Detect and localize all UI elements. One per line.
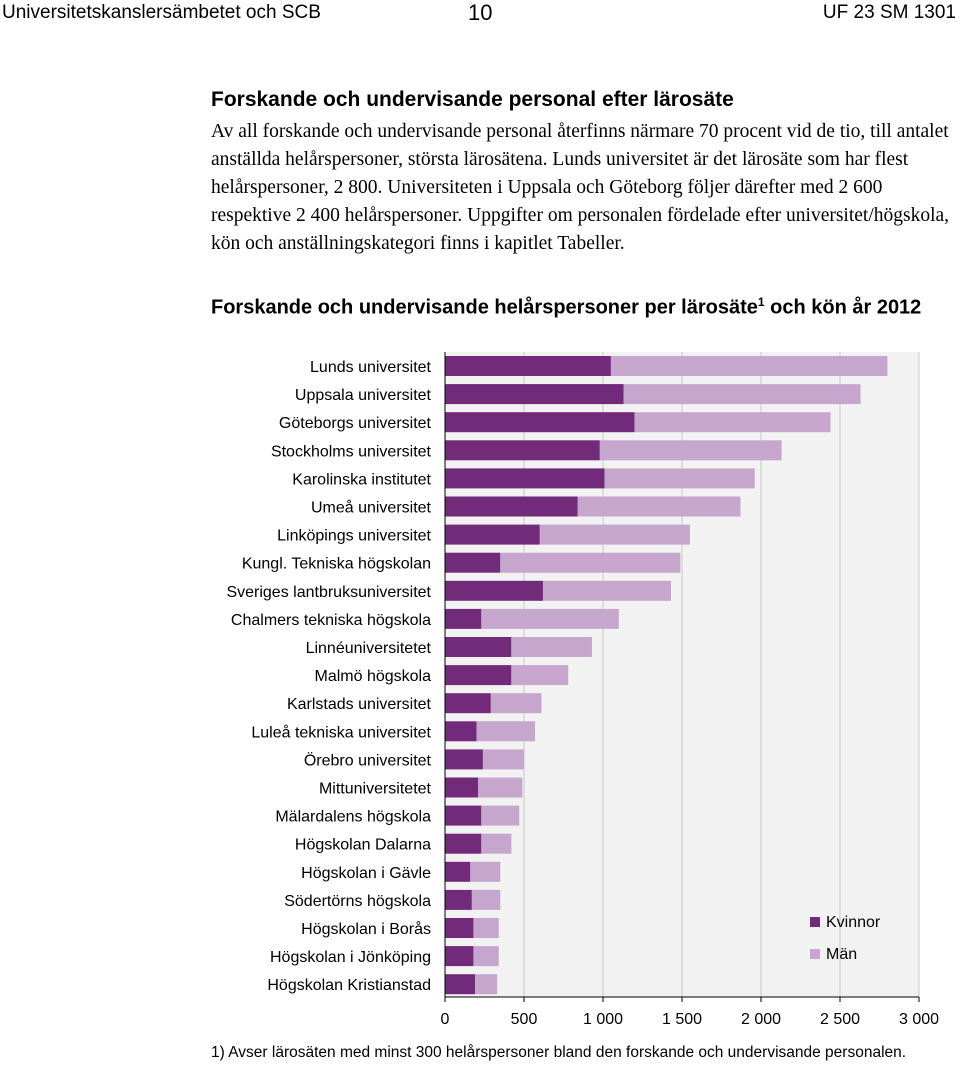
bar-man-19	[471, 889, 501, 910]
bar-man-18	[470, 861, 501, 882]
category-label: Örebro universitet	[304, 751, 432, 769]
section-title: Forskande och undervisande personal efte…	[211, 88, 734, 111]
bar-man-15	[478, 777, 523, 798]
category-label: Lunds universitet	[310, 359, 432, 376]
x-tick-label: 1 000	[583, 1011, 623, 1028]
bar-man-1	[623, 384, 861, 405]
x-tick-label: 1 500	[662, 1011, 702, 1028]
bar-kvinnor-22	[445, 974, 476, 995]
category-label: Umeå universitet	[311, 499, 432, 517]
bar-kvinnor-2	[445, 412, 635, 433]
bar-kvinnor-14	[445, 749, 483, 770]
bar-kvinnor-9	[445, 608, 482, 629]
bar-kvinnor-13	[445, 721, 477, 742]
category-label: Södertörns högskola	[284, 893, 431, 910]
category-label: Linköpings universitet	[277, 528, 431, 545]
category-label: Högskolan i Borås	[301, 920, 431, 938]
bar-man-7	[500, 552, 681, 573]
bar-kvinnor-4	[445, 468, 605, 489]
chart-title-main: Forskande och undervisande helårspersone…	[211, 296, 758, 319]
x-tick-label: 2 500	[820, 1011, 860, 1028]
bar-kvinnor-7	[445, 552, 501, 573]
bar-man-3	[599, 440, 782, 461]
bar-kvinnor-17	[445, 833, 482, 854]
bar-kvinnor-18	[445, 861, 471, 882]
bar-man-9	[481, 608, 619, 629]
bar-kvinnor-8	[445, 580, 543, 601]
category-label: Sveriges lantbruksuniversitet	[226, 584, 431, 601]
bar-man-16	[481, 805, 520, 826]
category-label: Karolinska institutet	[292, 471, 431, 488]
category-label: Högskolan Dalarna	[295, 837, 431, 854]
bar-kvinnor-12	[445, 693, 491, 714]
bar-kvinnor-5	[445, 496, 578, 517]
bar-kvinnor-19	[445, 889, 472, 910]
bar-kvinnor-0	[445, 356, 611, 376]
category-label: Stockholms universitet	[271, 443, 432, 460]
category-label: Högskolan Kristianstad	[267, 977, 431, 994]
bar-man-8	[542, 580, 671, 601]
bar-man-6	[539, 524, 690, 545]
bar-man-21	[473, 946, 499, 967]
chart-title: Forskande och undervisande helårspersone…	[211, 288, 951, 322]
category-label: Högskolan i Gävle	[301, 865, 431, 882]
x-tick-label: 2 000	[741, 1011, 781, 1028]
chart-title-footnote-ref: 1	[757, 295, 765, 309]
legend-label: Män	[826, 946, 857, 963]
x-tick-label: 3 000	[899, 1011, 939, 1028]
section-body: Av all forskande och undervisande person…	[211, 121, 950, 254]
legend-swatch-man	[810, 949, 820, 959]
x-tick-label: 0	[441, 1011, 450, 1028]
bar-man-12	[490, 693, 542, 714]
footnote: 1) Avser lärosäten med minst 300 helårsp…	[211, 1044, 907, 1061]
page-number: 10	[468, 0, 493, 25]
category-label: Luleå tekniska universitet	[251, 723, 431, 741]
bar-kvinnor-21	[445, 946, 474, 967]
bar-man-4	[604, 468, 755, 489]
bar-kvinnor-10	[445, 637, 512, 657]
bar-kvinnor-3	[445, 440, 600, 461]
category-label: Kungl. Tekniska högskolan	[242, 556, 431, 573]
bar-man-2	[634, 412, 831, 433]
category-label: Göteborgs universitet	[279, 415, 432, 432]
bar-kvinnor-16	[445, 805, 482, 826]
category-label: Chalmers tekniska högskola	[231, 612, 431, 629]
category-label: Mittuniversitetet	[319, 781, 432, 798]
bar-kvinnor-20	[445, 918, 474, 938]
chart-title-tail: och kön år 2012	[770, 296, 922, 319]
x-tick-label: 500	[511, 1011, 538, 1028]
bar-kvinnor-15	[445, 777, 479, 798]
bar-man-22	[475, 974, 498, 995]
legend-swatch-kvinnor	[810, 917, 820, 927]
stacked-bar-chart: Lunds universitet Uppsala universitet Göte…	[226, 352, 939, 1028]
page-header: Universitetskanslersämbetet och SCB 10 U…	[0, 0, 960, 28]
category-label: Uppsala universitet	[295, 387, 432, 404]
bar-kvinnor-11	[445, 665, 512, 686]
category-label: Mälardalens högskola	[275, 809, 431, 826]
bar-man-17	[481, 833, 512, 854]
bar-man-0	[610, 356, 888, 376]
category-label: Malmö högskola	[315, 668, 432, 685]
bar-kvinnor-6	[445, 524, 540, 545]
bar-man-10	[511, 637, 592, 657]
bar-kvinnor-1	[445, 384, 624, 405]
bar-man-13	[476, 721, 536, 742]
bar-man-14	[482, 749, 524, 770]
category-label: Karlstads universitet	[287, 696, 432, 713]
category-label: Linnéuniversitetet	[306, 640, 432, 657]
bar-man-20	[473, 918, 499, 938]
header-series-code: UF 23 SM 1301	[822, 2, 956, 23]
bar-man-5	[577, 496, 741, 517]
header-publisher: Universitetskanslersämbetet och SCB	[2, 2, 321, 23]
category-label: Högskolan i Jönköping	[270, 949, 431, 966]
legend-label: Kvinnor	[826, 914, 881, 931]
bar-man-11	[511, 665, 569, 686]
